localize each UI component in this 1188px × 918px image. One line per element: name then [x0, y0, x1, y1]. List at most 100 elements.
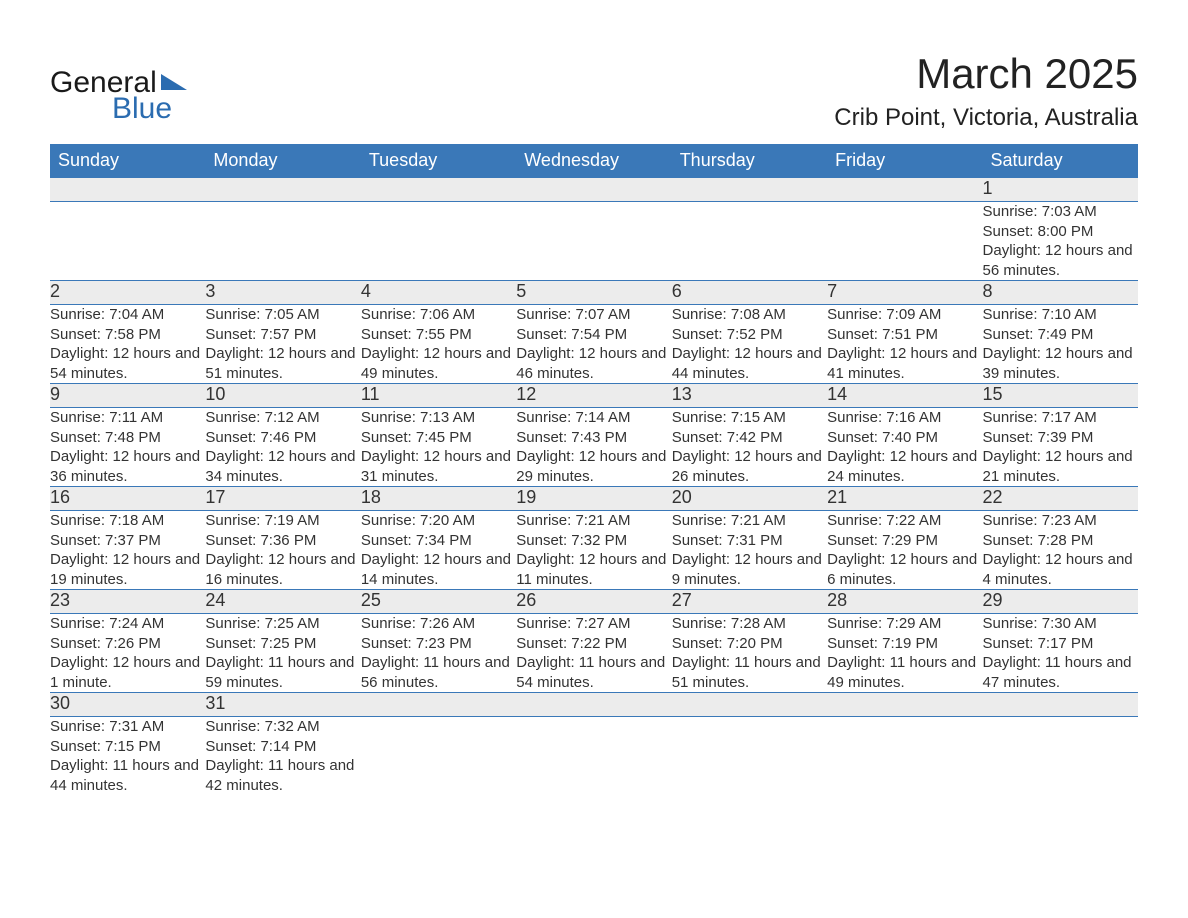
daynum-row: 23242526272829 — [50, 590, 1138, 614]
sunrise-line: Sunrise: 7:16 AM — [827, 408, 982, 428]
day-number-cell: 2 — [50, 281, 205, 305]
daylight-line: Daylight: 11 hours and 59 minutes. — [205, 653, 360, 692]
daylight-line: Daylight: 11 hours and 42 minutes. — [205, 756, 360, 795]
sunrise-line: Sunrise: 7:06 AM — [361, 305, 516, 325]
sunrise-line: Sunrise: 7:21 AM — [516, 511, 671, 531]
sunrise-line: Sunrise: 7:22 AM — [827, 511, 982, 531]
day-number-cell: 1 — [983, 178, 1138, 202]
day-number-cell: 7 — [827, 281, 982, 305]
daylight-line: Daylight: 12 hours and 11 minutes. — [516, 550, 671, 589]
day-detail-cell: Sunrise: 7:08 AMSunset: 7:52 PMDaylight:… — [672, 305, 827, 384]
sunrise-line: Sunrise: 7:20 AM — [361, 511, 516, 531]
sunset-line: Sunset: 7:34 PM — [361, 531, 516, 551]
sunrise-line: Sunrise: 7:19 AM — [205, 511, 360, 531]
day-detail-cell: Sunrise: 7:13 AMSunset: 7:45 PMDaylight:… — [361, 408, 516, 487]
daylight-line: Daylight: 11 hours and 44 minutes. — [50, 756, 205, 795]
sunrise-line: Sunrise: 7:04 AM — [50, 305, 205, 325]
sunrise-line: Sunrise: 7:28 AM — [672, 614, 827, 634]
day-number-cell — [50, 178, 205, 202]
weekday-header: Wednesday — [516, 144, 671, 178]
daylight-line: Daylight: 12 hours and 31 minutes. — [361, 447, 516, 486]
daylight-line: Daylight: 12 hours and 36 minutes. — [50, 447, 205, 486]
sunset-line: Sunset: 7:55 PM — [361, 325, 516, 345]
sunset-line: Sunset: 7:52 PM — [672, 325, 827, 345]
daylight-line: Daylight: 12 hours and 6 minutes. — [827, 550, 982, 589]
daylight-line: Daylight: 12 hours and 44 minutes. — [672, 344, 827, 383]
day-detail-cell: Sunrise: 7:11 AMSunset: 7:48 PMDaylight:… — [50, 408, 205, 487]
day-detail-cell: Sunrise: 7:19 AMSunset: 7:36 PMDaylight:… — [205, 511, 360, 590]
sunrise-line: Sunrise: 7:10 AM — [983, 305, 1138, 325]
daylight-line: Daylight: 12 hours and 16 minutes. — [205, 550, 360, 589]
day-number-cell: 24 — [205, 590, 360, 614]
calendar-body: 1 Sunrise: 7:03 AMSunset: 8:00 PMDayligh… — [50, 178, 1138, 796]
title-location: Crib Point, Victoria, Australia — [834, 104, 1138, 132]
day-number-cell — [827, 693, 982, 717]
day-detail-cell: Sunrise: 7:18 AMSunset: 7:37 PMDaylight:… — [50, 511, 205, 590]
sunset-line: Sunset: 7:32 PM — [516, 531, 671, 551]
daynum-row: 16171819202122 — [50, 487, 1138, 511]
weekday-header: Friday — [827, 144, 982, 178]
day-number-cell: 10 — [205, 384, 360, 408]
weekday-header-row: SundayMondayTuesdayWednesdayThursdayFrid… — [50, 144, 1138, 178]
day-number-cell: 12 — [516, 384, 671, 408]
calendar-table: SundayMondayTuesdayWednesdayThursdayFrid… — [50, 144, 1138, 795]
detail-row: Sunrise: 7:31 AMSunset: 7:15 PMDaylight:… — [50, 717, 1138, 796]
sunset-line: Sunset: 7:26 PM — [50, 634, 205, 654]
sunrise-line: Sunrise: 7:23 AM — [983, 511, 1138, 531]
day-number-cell: 9 — [50, 384, 205, 408]
day-detail-cell: Sunrise: 7:21 AMSunset: 7:32 PMDaylight:… — [516, 511, 671, 590]
sunrise-line: Sunrise: 7:31 AM — [50, 717, 205, 737]
day-number-cell — [361, 178, 516, 202]
daynum-row: 1 — [50, 178, 1138, 202]
day-detail-cell: Sunrise: 7:28 AMSunset: 7:20 PMDaylight:… — [672, 614, 827, 693]
daylight-line: Daylight: 12 hours and 1 minute. — [50, 653, 205, 692]
day-number-cell: 20 — [672, 487, 827, 511]
day-detail-cell: Sunrise: 7:12 AMSunset: 7:46 PMDaylight:… — [205, 408, 360, 487]
day-number-cell: 8 — [983, 281, 1138, 305]
sunset-line: Sunset: 7:49 PM — [983, 325, 1138, 345]
day-number-cell — [205, 178, 360, 202]
day-detail-cell: Sunrise: 7:17 AMSunset: 7:39 PMDaylight:… — [983, 408, 1138, 487]
weekday-header: Sunday — [50, 144, 205, 178]
day-detail-cell: Sunrise: 7:10 AMSunset: 7:49 PMDaylight:… — [983, 305, 1138, 384]
daynum-row: 9101112131415 — [50, 384, 1138, 408]
day-detail-cell — [50, 202, 205, 281]
day-detail-cell: Sunrise: 7:26 AMSunset: 7:23 PMDaylight:… — [361, 614, 516, 693]
daylight-line: Daylight: 12 hours and 24 minutes. — [827, 447, 982, 486]
sunrise-line: Sunrise: 7:32 AM — [205, 717, 360, 737]
day-detail-cell: Sunrise: 7:07 AMSunset: 7:54 PMDaylight:… — [516, 305, 671, 384]
sunrise-line: Sunrise: 7:13 AM — [361, 408, 516, 428]
day-number-cell: 30 — [50, 693, 205, 717]
detail-row: Sunrise: 7:18 AMSunset: 7:37 PMDaylight:… — [50, 511, 1138, 590]
title-block: March 2025 Crib Point, Victoria, Austral… — [834, 50, 1138, 132]
day-detail-cell: Sunrise: 7:16 AMSunset: 7:40 PMDaylight:… — [827, 408, 982, 487]
sunrise-line: Sunrise: 7:25 AM — [205, 614, 360, 634]
day-detail-cell — [361, 717, 516, 796]
day-detail-cell: Sunrise: 7:09 AMSunset: 7:51 PMDaylight:… — [827, 305, 982, 384]
sunset-line: Sunset: 7:58 PM — [50, 325, 205, 345]
day-number-cell — [672, 693, 827, 717]
header: General Blue March 2025 Crib Point, Vict… — [50, 50, 1138, 132]
sunset-line: Sunset: 7:17 PM — [983, 634, 1138, 654]
sunrise-line: Sunrise: 7:30 AM — [983, 614, 1138, 634]
daylight-line: Daylight: 12 hours and 26 minutes. — [672, 447, 827, 486]
day-detail-cell: Sunrise: 7:24 AMSunset: 7:26 PMDaylight:… — [50, 614, 205, 693]
sunrise-line: Sunrise: 7:24 AM — [50, 614, 205, 634]
daylight-line: Daylight: 12 hours and 4 minutes. — [983, 550, 1138, 589]
sunset-line: Sunset: 7:31 PM — [672, 531, 827, 551]
day-number-cell — [672, 178, 827, 202]
weekday-header: Tuesday — [361, 144, 516, 178]
day-number-cell — [827, 178, 982, 202]
day-number-cell: 28 — [827, 590, 982, 614]
day-detail-cell: Sunrise: 7:32 AMSunset: 7:14 PMDaylight:… — [205, 717, 360, 796]
sunrise-line: Sunrise: 7:18 AM — [50, 511, 205, 531]
sunrise-line: Sunrise: 7:05 AM — [205, 305, 360, 325]
sunrise-line: Sunrise: 7:03 AM — [983, 202, 1138, 222]
day-number-cell: 19 — [516, 487, 671, 511]
day-detail-cell: Sunrise: 7:20 AMSunset: 7:34 PMDaylight:… — [361, 511, 516, 590]
day-number-cell: 22 — [983, 487, 1138, 511]
sunset-line: Sunset: 7:39 PM — [983, 428, 1138, 448]
day-number-cell: 21 — [827, 487, 982, 511]
day-detail-cell: Sunrise: 7:03 AMSunset: 8:00 PMDaylight:… — [983, 202, 1138, 281]
sunset-line: Sunset: 7:14 PM — [205, 737, 360, 757]
